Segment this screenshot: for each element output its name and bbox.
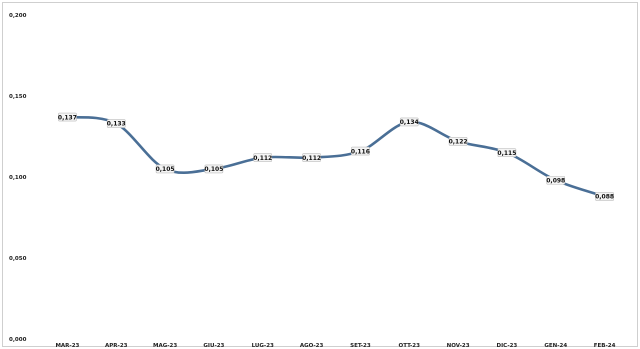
y-tick-label: 0,150 xyxy=(9,94,27,100)
data-label-text: 0,105 xyxy=(204,166,223,173)
series-line xyxy=(66,115,606,198)
data-label-box xyxy=(595,192,614,201)
data-label: 0,115 xyxy=(497,148,517,157)
x-tick-label: LUG-23 xyxy=(252,343,274,348)
x-tick-label: DIC-23 xyxy=(497,343,518,348)
data-label-text: 0,137 xyxy=(58,114,77,121)
data-label-text: 0,122 xyxy=(449,139,468,146)
data-label-text: 0,115 xyxy=(497,150,516,157)
x-tick-label: SET-23 xyxy=(350,343,371,348)
data-label: 0,105 xyxy=(155,164,175,174)
y-tick-label: 0,200 xyxy=(9,13,27,19)
data-label-text: 0,112 xyxy=(253,155,272,162)
data-label-text: 0,098 xyxy=(546,177,565,184)
data-label-box xyxy=(302,153,321,162)
x-tick-label: FEB-24 xyxy=(594,343,616,348)
data-label-box xyxy=(204,164,224,174)
x-tick-label: MAR-23 xyxy=(55,343,79,348)
data-label: 0,133 xyxy=(106,119,126,128)
data-label-text: 0,112 xyxy=(302,155,321,162)
x-tick-label: GEN-24 xyxy=(544,343,567,348)
data-label: 0,137 xyxy=(58,112,77,122)
data-label-box xyxy=(546,175,566,185)
data-label-text: 0,133 xyxy=(107,121,126,128)
data-label: 0,134 xyxy=(399,117,419,127)
x-tick-label: APR-23 xyxy=(105,343,128,348)
data-label: 0,098 xyxy=(546,175,566,185)
data-label: 0,112 xyxy=(253,153,273,162)
data-label: 0,122 xyxy=(448,137,468,146)
y-tick-label: 0,100 xyxy=(9,175,27,181)
x-tick-label: MAG-23 xyxy=(153,343,177,348)
y-tick-label: 0,000 xyxy=(9,337,27,343)
x-tick-label: AGO-23 xyxy=(300,343,324,348)
series-layer xyxy=(66,115,606,198)
data-label-text: 0,116 xyxy=(351,148,370,155)
y-tick-label: 0,050 xyxy=(9,256,27,262)
data-label-box xyxy=(351,146,370,156)
data-label-box xyxy=(155,164,175,174)
data-label: 0,105 xyxy=(204,164,224,174)
data-label-box xyxy=(58,112,77,122)
data-label-box xyxy=(399,117,419,127)
data-label: 0,112 xyxy=(302,153,321,162)
data-label-text: 0,088 xyxy=(595,194,614,201)
data-label-text: 0,134 xyxy=(400,119,419,126)
x-tick-label: OTT-23 xyxy=(399,343,421,348)
data-label-text: 0,105 xyxy=(156,166,175,173)
x-axis: MAR-23 APR-23 MAG-23 GIU-23 LUG-23 AGO-23 SET-… xyxy=(55,343,615,348)
x-tick-label: NOV-23 xyxy=(447,343,470,348)
data-labels: 0,137 0,133 0,105 0,105 0,112 0,112 0,116 0,134… xyxy=(58,112,614,201)
x-tick-label: GIU-23 xyxy=(203,343,224,348)
data-label-box xyxy=(253,153,273,162)
y-axis: 0,000 0,050 0,100 0,150 0,200 xyxy=(9,13,27,343)
data-label: 0,088 xyxy=(595,192,614,201)
data-label-box xyxy=(497,148,517,157)
data-label-box xyxy=(448,137,468,146)
data-label: 0,116 xyxy=(351,146,370,156)
data-label-box xyxy=(106,119,126,128)
